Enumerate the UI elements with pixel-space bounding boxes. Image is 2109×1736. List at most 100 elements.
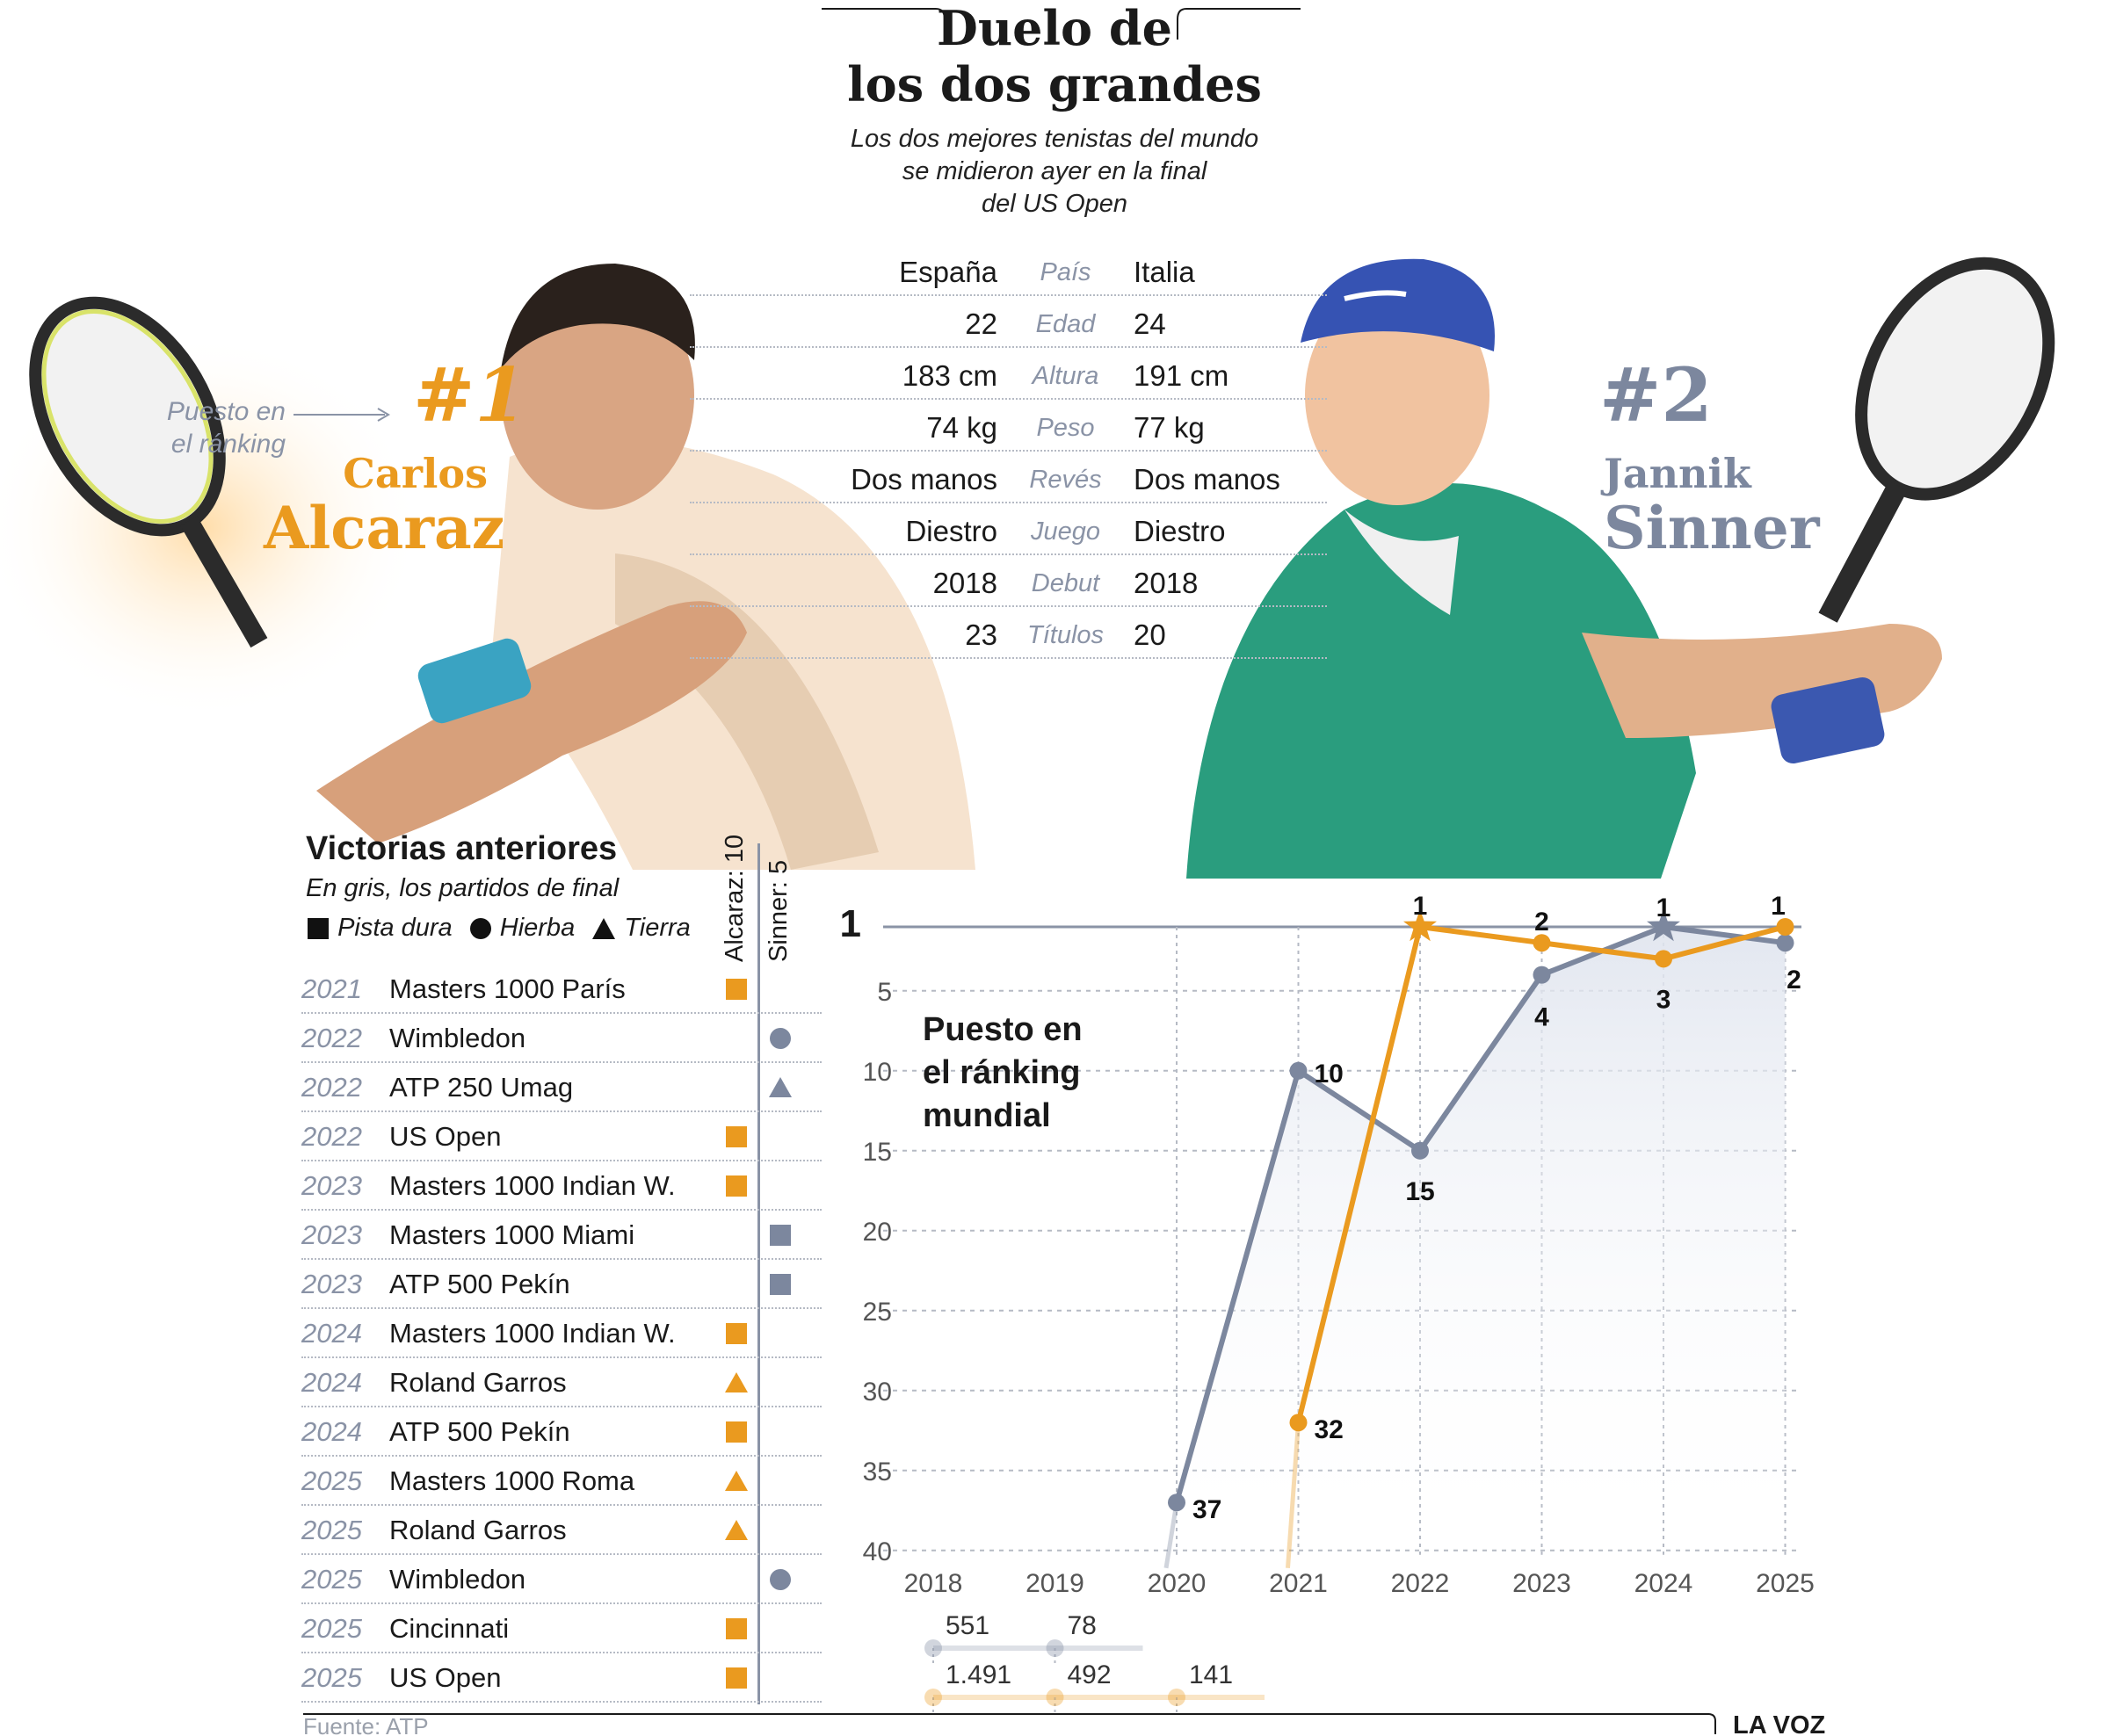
chart-title-line: Puesto en — [923, 1011, 1083, 1048]
row-divider — [301, 1553, 822, 1555]
table-row: 2024 Masters 1000 Indian W. — [301, 1309, 822, 1358]
row-divider — [301, 1701, 822, 1703]
match-year: 2022 — [301, 1072, 362, 1103]
table-divider — [690, 502, 1327, 503]
table-row: 2021 Masters 1000 París — [301, 965, 822, 1014]
alcaraz-data-label: 1 — [1413, 892, 1428, 921]
match-year: 2024 — [301, 1318, 362, 1349]
match-event: Wimbledon — [389, 1023, 526, 1053]
alcaraz-offscale-label: 1.491 — [946, 1660, 1011, 1689]
square-icon — [726, 979, 747, 1000]
table-divider — [690, 605, 1327, 607]
chart-title: Puesto en el ránking mundial — [923, 1009, 1083, 1138]
match-event: Roland Garros — [389, 1367, 567, 1398]
x-tick-label: 2021 — [1269, 1569, 1328, 1598]
title-line-1: Duelo de — [937, 0, 1172, 56]
brand-logo: LA VOZ — [1733, 1711, 1826, 1736]
sinner-point-star — [1647, 909, 1680, 942]
row-divider — [301, 1602, 822, 1604]
subtitle-line: Los dos mejores tenistas del mundo — [850, 125, 1259, 153]
alcaraz-value: 23 — [965, 618, 997, 651]
sinner-rank: #2 — [1599, 351, 1713, 438]
match-event: Masters 1000 Miami — [389, 1219, 635, 1250]
match-year: 2025 — [301, 1465, 362, 1496]
alcaraz-data-label: 3 — [1656, 985, 1671, 1014]
table-row: 2025 US Open — [301, 1653, 822, 1703]
sinner-offscale-label: 551 — [946, 1611, 989, 1640]
y-tick-label: 35 — [863, 1458, 892, 1486]
alcaraz-offscale-label: 492 — [1068, 1660, 1112, 1689]
x-tick-label: 2020 — [1148, 1569, 1207, 1598]
sinner-point — [1776, 934, 1794, 952]
triangle-icon — [592, 918, 616, 940]
legend-label: Pista dura — [337, 914, 453, 942]
sinner-value: 24 — [1134, 307, 1166, 340]
match-year: 2025 — [301, 1564, 362, 1595]
square-icon — [770, 1274, 791, 1295]
y-tick-label: 15 — [863, 1138, 892, 1167]
x-tick-label: 2023 — [1512, 1569, 1571, 1598]
table-row: 2023 Masters 1000 Indian W. — [301, 1161, 822, 1211]
y-tick-label: 10 — [863, 1058, 892, 1087]
comparison-row: 183 cm Altura 191 cm — [690, 351, 1327, 402]
alcaraz-value: 22 — [965, 307, 997, 340]
square-icon — [770, 1225, 791, 1246]
table-row: 2023 ATP 500 Pekín — [301, 1260, 822, 1309]
y-tick-label: 25 — [863, 1298, 892, 1327]
comparison-row: España País Italia — [690, 248, 1327, 299]
table-row: 2024 Roland Garros — [301, 1358, 822, 1407]
sinner-value: 77 kg — [1134, 411, 1205, 444]
alcaraz-last-name: Alcaraz — [264, 494, 505, 562]
match-year: 2021 — [301, 973, 362, 1004]
table-row: 2025 Masters 1000 Roma — [301, 1457, 822, 1506]
match-event: US Open — [389, 1121, 502, 1152]
attribute-label: Altura — [1032, 362, 1099, 390]
alcaraz-offscale-label: 141 — [1189, 1660, 1233, 1689]
source-note: Fuente: ATP — [303, 1713, 429, 1736]
alcaraz-offscale-point — [1168, 1689, 1185, 1706]
x-tick-label: 2024 — [1634, 1569, 1693, 1598]
attribute-label: Juego — [1030, 517, 1100, 546]
row-divider — [301, 1160, 822, 1161]
ranking-note-line: el ránking — [170, 430, 286, 459]
alcaraz-value: 74 kg — [926, 411, 997, 444]
alcaraz-offscale-point — [1046, 1689, 1064, 1706]
alcaraz-value: 183 cm — [902, 359, 997, 392]
match-year: 2022 — [301, 1121, 362, 1152]
row-divider — [301, 1504, 822, 1506]
sinner-line-stub — [1163, 1501, 1179, 1569]
legend-item: Pista dura — [306, 914, 453, 943]
sinner-data-label: 37 — [1192, 1495, 1221, 1524]
title-bracket — [822, 8, 1301, 40]
match-event: Masters 1000 Indian W. — [389, 1318, 676, 1349]
y-tick-label: 30 — [863, 1378, 892, 1407]
victories-title: Victorias anteriores — [306, 830, 618, 867]
row-divider — [301, 1356, 822, 1358]
sinner-offscale-point — [924, 1639, 942, 1657]
arrow-right-icon — [294, 408, 390, 422]
table-divider — [690, 657, 1327, 659]
y-tick-label: 1 — [840, 902, 861, 945]
table-divider — [690, 398, 1327, 400]
alcaraz-point — [1655, 950, 1672, 968]
y-tick-label: 5 — [877, 978, 892, 1007]
sinner-value: Dos manos — [1134, 463, 1280, 495]
column-divider — [757, 843, 760, 1704]
triangle-icon — [725, 1520, 748, 1540]
match-event: ATP 500 Pekín — [389, 1269, 570, 1299]
sinner-value: 191 cm — [1134, 359, 1229, 392]
page-title: Duelo de los dos grandes — [791, 0, 1318, 112]
surface-legend: Pista dura Hierba Tierra — [306, 914, 699, 943]
sinner-last-name: Sinner — [1604, 494, 1820, 562]
sinner-data-label: 2 — [1786, 966, 1801, 995]
attribute-label: Títulos — [1026, 621, 1105, 649]
table-row: 2022 Wimbledon — [301, 1014, 822, 1063]
row-divider — [301, 1652, 822, 1653]
alcaraz-value: Dos manos — [851, 463, 997, 495]
sinner-point — [1411, 1141, 1429, 1160]
alcaraz-photo — [0, 264, 975, 870]
table-divider — [690, 450, 1327, 452]
sinner-value: 2018 — [1134, 567, 1199, 599]
